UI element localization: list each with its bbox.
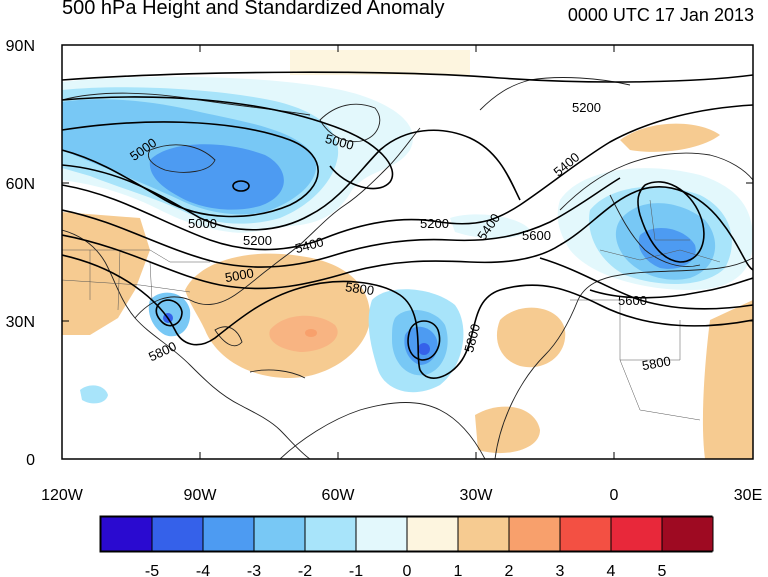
colorbar-swatch <box>661 516 714 552</box>
colorbar: -5 -4 -3 -2 -1 0 1 2 3 4 5 <box>99 515 714 577</box>
lon-label: 30W <box>460 487 494 504</box>
positive-anomaly-fill <box>62 50 753 459</box>
height-contours <box>62 71 753 379</box>
contour-label: 5800 <box>344 279 375 298</box>
colorbar-swatch <box>610 516 663 552</box>
colorbar-swatch <box>253 516 306 552</box>
political-borders <box>62 199 721 421</box>
colorbar-swatch <box>355 516 408 552</box>
colorbar-swatch <box>304 516 357 552</box>
colorbar-label: 5 <box>658 563 667 577</box>
colorbar-label: 4 <box>607 563 616 577</box>
colorbar-label: -1 <box>349 563 363 577</box>
contour-label: 5600 <box>618 293 647 308</box>
lon-label: 90W <box>184 487 218 504</box>
colorbar-swatch <box>151 516 204 552</box>
colorbar-swatch <box>559 516 612 552</box>
lon-label: 30E <box>734 487 762 504</box>
map-frame <box>61 44 754 460</box>
valid-time: 0000 UTC 17 Jan 2013 <box>567 5 754 25</box>
lon-label: 60W <box>322 487 356 504</box>
contour-label: 5000 <box>188 216 217 231</box>
colorbar-swatch <box>508 516 561 552</box>
contour-label: 5200 <box>572 100 601 115</box>
colorbar-label: 3 <box>556 563 565 577</box>
contour-label: 5800 <box>641 353 672 373</box>
contour-label: 5200 <box>243 233 272 248</box>
map-panel: 5000 5000 5000 5000 5200 5200 5200 5400 … <box>62 45 753 459</box>
colorbar-label: -4 <box>196 563 210 577</box>
colorbar-label: 2 <box>505 563 514 577</box>
longitude-labels: 120W 90W 60W 30W 0 30E <box>41 487 762 504</box>
contour-label: 5000 <box>224 265 255 285</box>
latitude-labels: 90N 60N 30N 0 <box>6 38 35 469</box>
axis-ticks <box>61 44 754 460</box>
lat-label: 90N <box>6 38 35 55</box>
colorbar-swatch <box>100 516 153 552</box>
lon-label: 120W <box>41 487 84 504</box>
contour-label: 5000 <box>324 131 356 153</box>
colorbar-boxes <box>100 516 714 552</box>
contour-label: 5800 <box>461 322 483 354</box>
contour-label: 5400 <box>293 234 325 256</box>
lat-label: 60N <box>6 176 35 193</box>
lat-label: 30N <box>6 314 35 331</box>
colorbar-swatch <box>202 516 255 552</box>
lat-label: 0 <box>26 452 35 469</box>
colorbar-label: -5 <box>145 563 159 577</box>
colorbar-label: 1 <box>454 563 463 577</box>
colorbar-label: -2 <box>298 563 312 577</box>
colorbar-swatch <box>406 516 459 552</box>
colorbar-label: -3 <box>247 563 261 577</box>
contour-label: 5600 <box>522 228 551 243</box>
colorbar-labels: -5 -4 -3 -2 -1 0 1 2 3 4 5 <box>145 563 667 577</box>
map-title: 500 hPa Height and Standardized Anomaly <box>62 0 445 19</box>
colorbar-label: 0 <box>403 563 412 577</box>
colorbar-swatch <box>457 516 510 552</box>
contour-label: 5200 <box>420 216 449 231</box>
lon-label: 0 <box>610 487 619 504</box>
coastlines <box>62 77 753 459</box>
